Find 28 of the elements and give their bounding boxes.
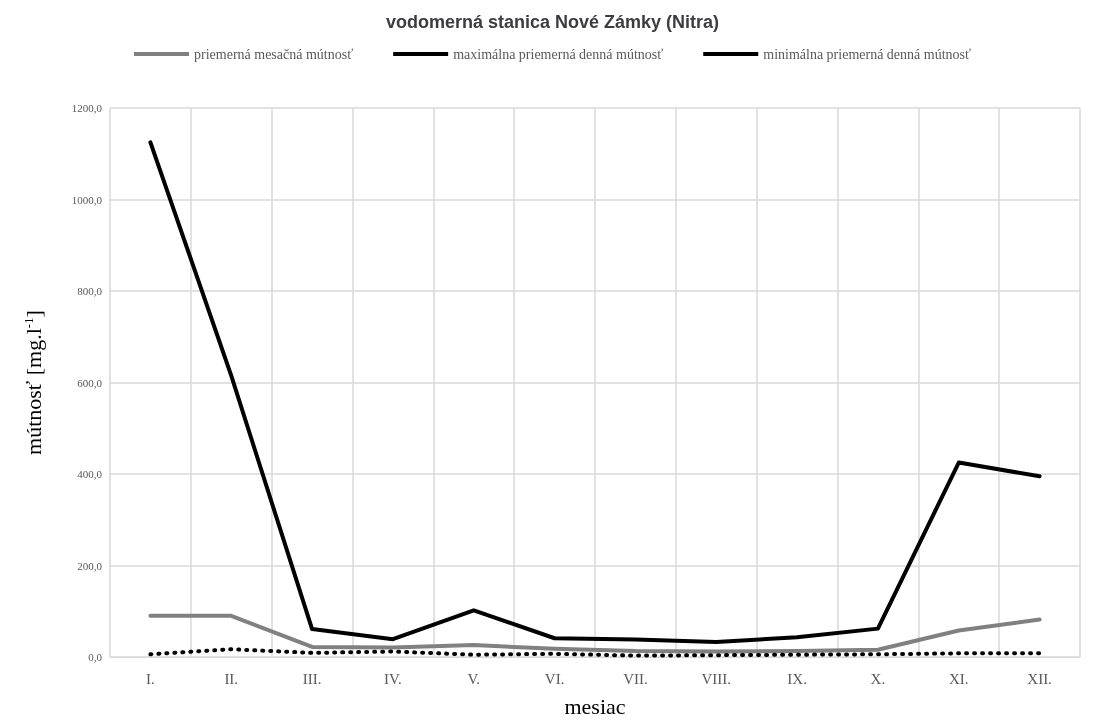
x-tick-label: IV. [384, 670, 402, 687]
x-tick-label: IX. [787, 670, 807, 687]
chart-title: vodomerná stanica Nové Zámky (Nitra) [385, 12, 720, 32]
y-tick-label: 600,0 [77, 376, 103, 389]
y-tick-label: 0,0 [88, 651, 103, 663]
x-tick-label: XI. [948, 670, 969, 687]
x-tick-label: XII. [1027, 670, 1052, 687]
y-axis-title: mútnosť [mg.l-1] [21, 310, 46, 455]
line-series [148, 140, 1042, 644]
y-tick-label: 1000,0 [71, 193, 103, 206]
line-series [148, 613, 1042, 654]
legend-label: minimálna priemerná denná mútnosť [763, 46, 972, 62]
x-tick-label: X. [870, 670, 886, 687]
x-tick-label: VI. [544, 670, 565, 687]
x-tick-label: III. [302, 670, 322, 687]
line-series [148, 647, 1042, 658]
x-tick-label: II. [224, 670, 239, 687]
y-tick-label: 400,0 [77, 468, 103, 480]
y-tick-label: 800,0 [77, 285, 103, 297]
legend-label: maximálna priemerná denná mútnosť [453, 46, 664, 62]
legend-label: priemerná mesačná mútnosť [194, 46, 354, 62]
x-tick-label: VII. [623, 670, 648, 687]
x-tick-label: I. [146, 670, 155, 687]
x-axis-title: mesiac [564, 693, 626, 719]
y-tick-label: 200,0 [77, 559, 103, 572]
y-tick-label: 1200,0 [71, 102, 103, 114]
x-tick-label: VIII. [701, 670, 732, 687]
x-tick-label: V. [467, 670, 481, 687]
